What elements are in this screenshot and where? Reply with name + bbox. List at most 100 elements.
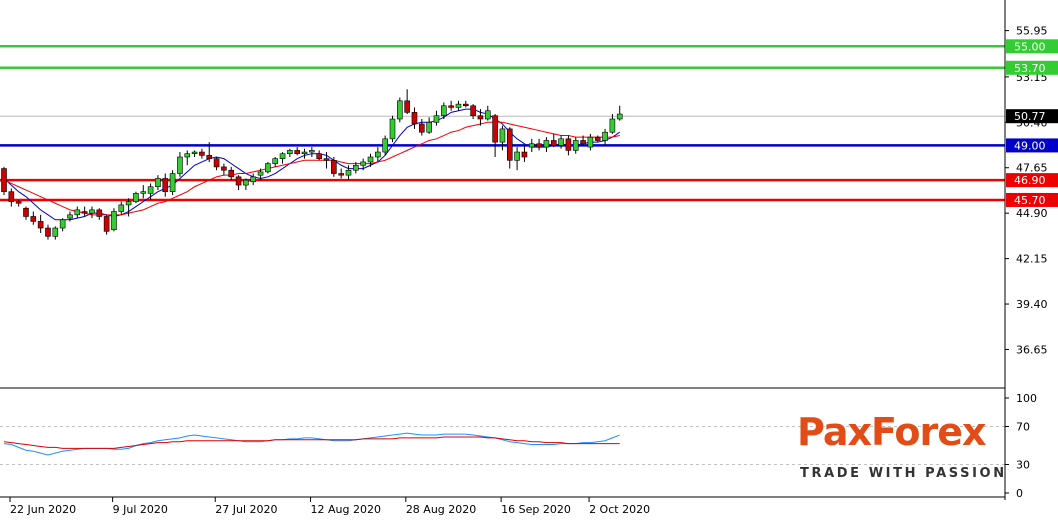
level-price-tag-label: 46.90 [1014,174,1046,187]
time-tick-label: 12 Aug 2020 [311,503,381,516]
candle-body [228,169,235,178]
candle-body [191,151,198,154]
level-price-tag [1006,39,1058,54]
candle-body [177,156,183,174]
candle-body [103,216,110,232]
candle-body [294,150,301,154]
candle-body [616,113,623,120]
candle [177,152,183,177]
oscillator-tick-label: 100 [1016,392,1037,405]
candle [587,133,594,151]
candle [470,104,476,119]
candle-body [433,115,440,123]
candle [257,168,264,181]
candle-body [565,138,572,151]
candle-body [316,153,322,159]
candle-body [572,140,579,151]
candle [23,206,29,220]
oscillator-tick-label: 30 [1016,459,1030,472]
price-tick-label: 47.65 [1016,162,1048,175]
candle-body [15,201,22,204]
candle-body [133,193,139,202]
candle-body [462,103,469,107]
candle-body [448,105,454,108]
candle-body [345,169,352,176]
candle [199,148,205,159]
logo-wordmark: PaxForex [797,410,987,454]
candle [316,150,322,161]
candle-body [382,138,388,153]
candle [499,125,506,151]
candle-body [528,143,535,148]
candle-body [1,168,7,192]
price-tick-label: 44.90 [1016,207,1048,220]
candle-body [397,100,403,120]
candle [67,211,73,222]
candle [118,201,125,215]
candle [287,148,293,157]
candle [37,214,44,233]
candle [89,206,95,219]
candle-body [484,110,491,120]
candle-body [250,176,257,183]
candle [221,163,227,176]
candle [353,161,359,174]
candle-body [404,100,410,113]
candle-body [81,211,88,214]
candle [580,135,586,146]
candle [543,137,550,153]
candle [382,135,388,156]
candle [272,157,279,167]
candle-body [52,227,59,237]
oscillator-signal-line [3,436,620,449]
candle-body [477,115,484,120]
price-tick-label: 42.15 [1016,253,1048,266]
candle [550,133,557,148]
candle-body [37,221,44,229]
candle [514,147,520,171]
candle-body [118,204,125,212]
time-tick-label: 22 Jun 2020 [10,503,76,516]
candle-body [521,151,528,158]
candle [558,135,564,149]
candle-body [30,216,37,222]
candle [301,148,308,159]
candle [506,127,513,169]
candle-body [470,105,476,116]
candle-body [558,138,564,146]
candle [338,168,344,179]
logo-tagline: TRADE WITH PASSION [800,466,1007,481]
candle-body [499,128,506,143]
candle [375,147,381,162]
candle [411,107,418,129]
candle [345,165,352,181]
candle-body [221,166,227,171]
candle-body [74,209,81,216]
candle [206,142,213,162]
candle-body [536,143,542,148]
oscillator-main-line [3,432,620,456]
candle-body [184,153,191,158]
candle [191,150,198,157]
candle-body [543,140,550,148]
candle [155,175,161,191]
candle [594,135,601,143]
candle [602,128,608,146]
candle-body [125,201,132,206]
paxforex-logo: PaxForex TRADE WITH PASSION [797,410,1004,485]
candle [243,178,249,191]
price-panel [0,45,1005,240]
level-price-tag-label: 53.70 [1014,62,1046,75]
candle-body [367,156,374,163]
candle-body [111,211,117,230]
level-price-tag-label: 45.70 [1014,194,1046,207]
candle [462,100,469,108]
candle-body [279,153,286,159]
candle [30,211,37,225]
candle [367,153,374,167]
candle [8,188,15,207]
candle-body [265,163,271,173]
candle [184,150,191,166]
candle-body [338,173,344,176]
oscillator-tick-label: 0 [1016,487,1023,500]
